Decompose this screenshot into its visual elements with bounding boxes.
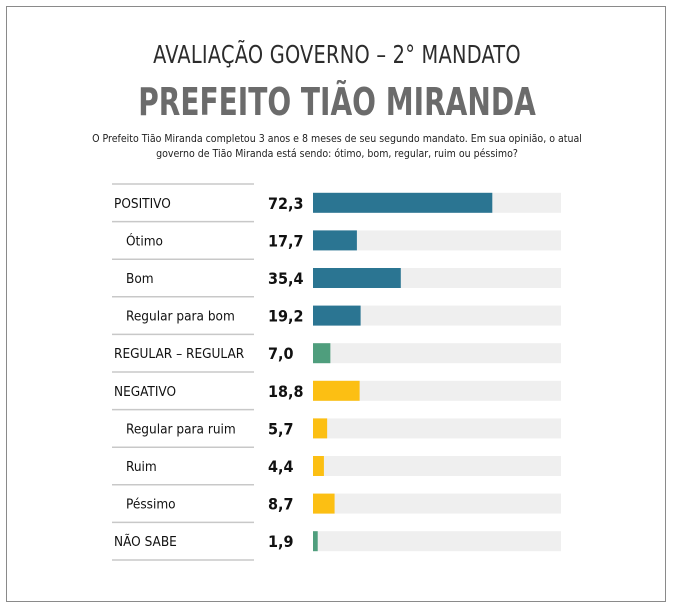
bar-track — [313, 343, 561, 364]
chart-frame — [6, 6, 666, 602]
bar — [313, 305, 361, 326]
survey-question: O Prefeito Tião Miranda completou 3 anos… — [90, 132, 584, 162]
bar-track — [313, 418, 561, 439]
value-label: 18,8 — [268, 382, 304, 401]
bar — [313, 456, 324, 476]
value-label: 1,9 — [268, 532, 294, 551]
bar — [313, 230, 357, 251]
category-label: REGULAR – REGULAR — [114, 346, 245, 362]
category-label: NÃO SABE — [114, 533, 177, 550]
bar — [313, 192, 493, 213]
question-line-1: O Prefeito Tião Miranda completou 3 anos… — [92, 133, 582, 145]
category-label: NEGATIVO — [114, 384, 176, 400]
bar — [313, 531, 318, 552]
value-label: 35,4 — [268, 269, 304, 288]
value-label: 72,3 — [268, 194, 304, 213]
value-label: 5,7 — [268, 419, 294, 438]
question-line-2: governo de Tião Miranda está sendo: ótim… — [156, 148, 518, 160]
bar-track — [313, 230, 561, 251]
category-label: Regular para ruim — [126, 421, 236, 437]
bar-track — [313, 493, 561, 514]
chart-subtitle: PREFEITO TIÃO MIRANDA — [138, 80, 536, 124]
category-label: Péssimo — [126, 497, 176, 513]
category-label: POSITIVO — [114, 196, 171, 212]
value-label: 7,0 — [268, 344, 294, 363]
bar-track — [313, 380, 561, 401]
category-label: Ótimo — [126, 231, 163, 249]
bar-track — [313, 305, 561, 326]
bar-track — [313, 456, 561, 476]
chart-title: AVALIAÇÃO GOVERNO – 2° MANDATO — [153, 40, 521, 69]
bar-track — [313, 531, 561, 552]
value-label: 4,4 — [268, 457, 294, 476]
value-label: 8,7 — [268, 495, 294, 514]
category-label: Regular para bom — [126, 309, 235, 325]
bar — [313, 343, 331, 364]
category-label: Bom — [126, 271, 154, 287]
category-label: Ruim — [126, 459, 157, 475]
value-label: 19,2 — [268, 307, 304, 326]
bar — [313, 418, 328, 439]
bar — [313, 380, 360, 401]
bar — [313, 268, 401, 288]
bar — [313, 493, 335, 514]
value-label: 17,7 — [268, 231, 304, 250]
